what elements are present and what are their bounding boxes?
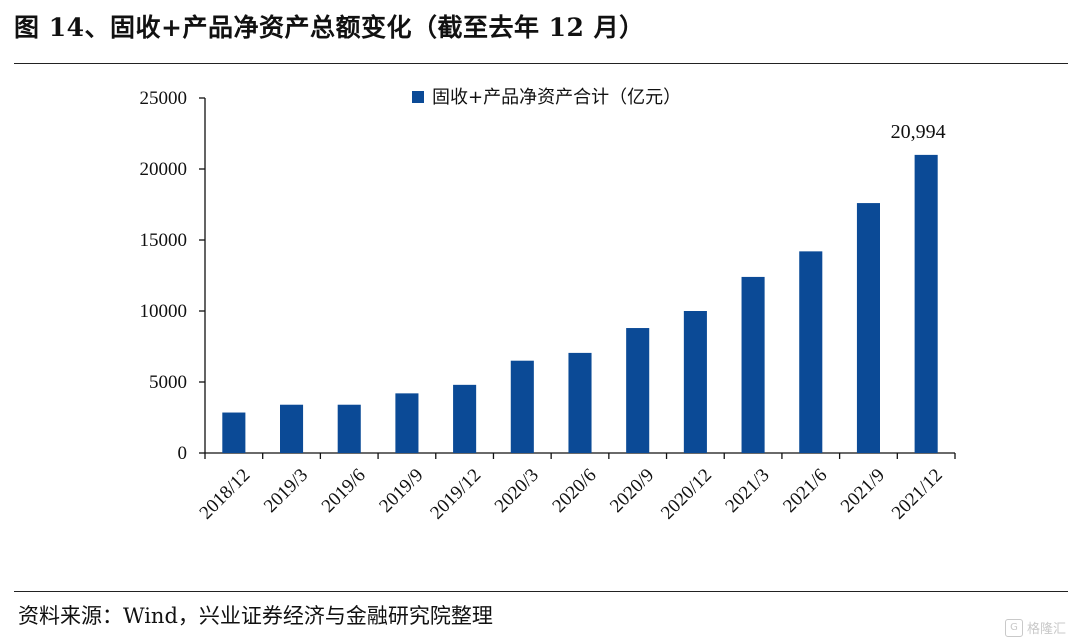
x-tick-label: 2021/3 <box>721 465 773 517</box>
y-tick-label: 15000 <box>140 230 188 251</box>
bar-2020-9 <box>626 328 650 453</box>
source-note: 资料来源：Wind，兴业证券经济与金融研究院整理 <box>18 604 493 628</box>
x-tick-label: 2019/9 <box>375 465 427 517</box>
legend-swatch <box>412 91 424 103</box>
bar-2021-6 <box>799 251 823 453</box>
x-tick-label: 2019/12 <box>426 465 485 524</box>
y-tick-label: 20000 <box>140 159 188 180</box>
y-tick-label: 5000 <box>149 372 187 393</box>
watermark-text: 格隆汇 <box>1026 622 1066 637</box>
watermark: G 格隆汇 <box>1004 618 1066 637</box>
x-tick-label: 2021/6 <box>779 465 831 517</box>
legend: 固收+产品净资产合计（亿元） <box>412 87 681 108</box>
annotations: 20,994 <box>891 121 946 143</box>
bar-2019-6 <box>337 404 361 453</box>
bar-2020-3 <box>510 360 534 453</box>
bar-2019-9 <box>395 393 419 453</box>
x-tick-label: 2020/3 <box>491 465 543 517</box>
bar-2020-6 <box>568 352 592 453</box>
x-tick-label: 2020/9 <box>606 465 658 517</box>
x-tick-label: 2020/6 <box>548 465 600 517</box>
figure-title: 图 14、固收+产品净资产总额变化（截至去年 12 月） <box>14 13 645 42</box>
bars-group <box>222 154 938 453</box>
bar-2021-9 <box>856 203 880 453</box>
data-label: 20,994 <box>891 121 946 143</box>
bar-2020-12 <box>683 311 707 453</box>
x-tick-label: 2018/12 <box>196 465 255 524</box>
bar-2019-12 <box>453 384 477 453</box>
legend-label: 固收+产品净资产合计（亿元） <box>432 87 681 108</box>
x-tick-label: 2021/12 <box>888 465 947 524</box>
bar-2021-3 <box>741 276 765 453</box>
top-rule <box>14 63 1068 64</box>
x-tick-label: 2019/6 <box>318 465 370 517</box>
bar-2019-3 <box>280 404 304 453</box>
x-tick-label: 2019/3 <box>260 465 312 517</box>
bar-2021-12 <box>914 154 938 453</box>
watermark-logo-icon: G <box>1004 618 1023 637</box>
y-tick-label: 10000 <box>140 301 188 322</box>
bottom-rule <box>14 591 1068 592</box>
y-tick-label: 25000 <box>140 88 188 109</box>
y-tick-label: 0 <box>178 443 188 464</box>
bar-2018-12 <box>222 412 246 453</box>
y-tick-labels: 0 5000 10000 15000 20000 25000 <box>140 88 188 464</box>
x-tick-label: 2021/9 <box>837 465 889 517</box>
x-tick-label: 2020/12 <box>657 465 716 524</box>
